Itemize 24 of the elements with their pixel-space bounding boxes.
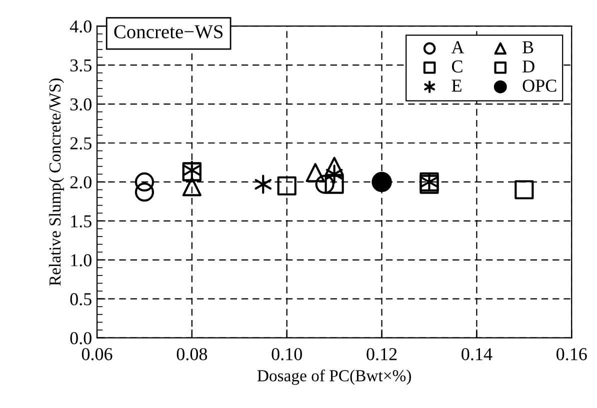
x-tick-label: 0.10 bbox=[272, 348, 302, 360]
x-tick-label: 0.16 bbox=[556, 348, 587, 360]
y-tick-label: 2.0 bbox=[70, 176, 92, 188]
legend-label: A bbox=[451, 41, 464, 54]
y-tick-label: 1.0 bbox=[71, 254, 92, 266]
y-tick-label: 0.5 bbox=[70, 293, 92, 306]
y-tick-label: 4.0 bbox=[70, 20, 92, 33]
y-tick-label: 0.0 bbox=[70, 332, 92, 344]
x-tick-label: 0.08 bbox=[176, 348, 208, 360]
legend-label: C bbox=[452, 60, 462, 73]
x-axis-title: Dosage of PC(Bwt×%) bbox=[257, 369, 411, 385]
x-tick-label: 0.06 bbox=[82, 348, 112, 360]
y-tick-label: 3.5 bbox=[70, 59, 92, 72]
legend-label: D bbox=[522, 60, 534, 72]
chart-title: Concrete−WS bbox=[114, 25, 223, 38]
x-tick-label: 0.12 bbox=[366, 348, 397, 360]
x-tick-label: 0.14 bbox=[462, 348, 492, 360]
legend-label: E bbox=[452, 80, 462, 92]
y-tick-label: 1.5 bbox=[71, 215, 92, 228]
legend-label: OPC bbox=[522, 80, 556, 92]
y-tick-label: 3.0 bbox=[70, 98, 92, 111]
y-axis-title: Relative Slump( Concrete/WS) bbox=[48, 78, 64, 286]
y-tick-label: 2.5 bbox=[70, 137, 92, 150]
legend-label: B bbox=[522, 41, 534, 54]
